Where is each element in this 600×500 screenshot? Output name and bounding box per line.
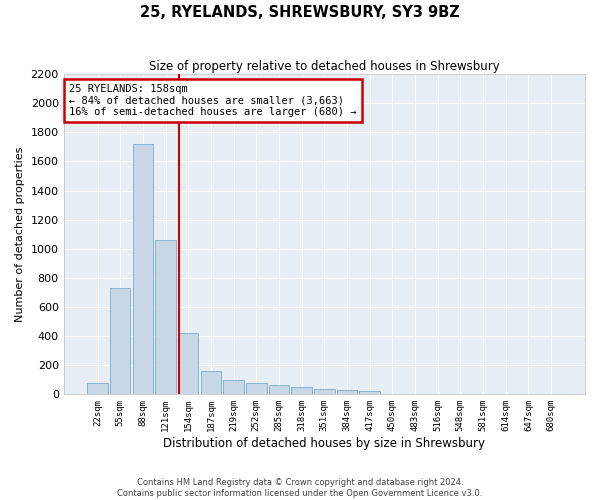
Bar — [246, 382, 266, 394]
Bar — [292, 387, 312, 394]
X-axis label: Distribution of detached houses by size in Shrewsbury: Distribution of detached houses by size … — [163, 437, 485, 450]
Title: Size of property relative to detached houses in Shrewsbury: Size of property relative to detached ho… — [149, 60, 500, 73]
Bar — [155, 240, 176, 394]
Bar — [223, 380, 244, 394]
Text: 25, RYELANDS, SHREWSBURY, SY3 9BZ: 25, RYELANDS, SHREWSBURY, SY3 9BZ — [140, 5, 460, 20]
Bar — [314, 389, 335, 394]
Bar — [88, 384, 108, 394]
Bar — [133, 144, 153, 395]
Bar — [269, 385, 289, 394]
Bar — [359, 392, 380, 394]
Text: 25 RYELANDS: 158sqm
← 84% of detached houses are smaller (3,663)
16% of semi-det: 25 RYELANDS: 158sqm ← 84% of detached ho… — [69, 84, 356, 117]
Y-axis label: Number of detached properties: Number of detached properties — [15, 146, 25, 322]
Bar — [110, 288, 130, 395]
Bar — [178, 333, 199, 394]
Bar — [337, 390, 357, 394]
Text: Contains HM Land Registry data © Crown copyright and database right 2024.
Contai: Contains HM Land Registry data © Crown c… — [118, 478, 482, 498]
Bar — [201, 371, 221, 394]
